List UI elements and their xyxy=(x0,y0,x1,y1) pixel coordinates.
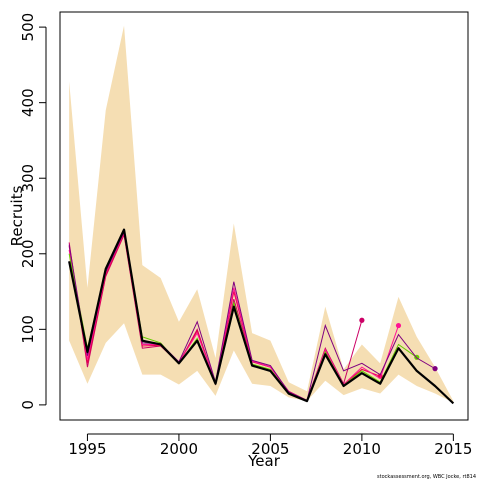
x-tick-label-2010: 2010 xyxy=(343,440,381,458)
retro-endpoint-3 xyxy=(395,322,402,329)
x-tick-label-2005: 2005 xyxy=(251,440,289,458)
main-estimate-line xyxy=(68,228,455,405)
retro-endpoint-5 xyxy=(432,366,438,372)
confidence-band-layer xyxy=(69,25,454,403)
main-series-layer xyxy=(68,228,455,405)
y-tick-label-300: 300 xyxy=(19,164,37,193)
axes-layer: 1995 2000 2005 2010 2015 0 100 200 300 400 500 xyxy=(19,13,472,458)
y-tick-label-400: 400 xyxy=(19,88,37,117)
y-tick-label-100: 100 xyxy=(19,315,37,344)
y-axis-label: Recruits xyxy=(8,185,26,246)
x-tick-label-2015: 2015 xyxy=(434,440,472,458)
x-tick-label-2000: 2000 xyxy=(160,440,198,458)
x-axis-label: Year xyxy=(247,452,281,470)
confidence-band xyxy=(69,25,454,403)
retro-endpoint-1 xyxy=(359,317,365,323)
x-tick-label-1995: 1995 xyxy=(68,440,106,458)
y-tick-label-0: 0 xyxy=(19,400,37,410)
y-tick-label-500: 500 xyxy=(19,13,37,42)
y-tick-label-200: 200 xyxy=(19,239,37,268)
credit-text: stockassessment.org, WBC Jocke, rt814 xyxy=(377,474,476,480)
plot-frame xyxy=(59,11,469,421)
